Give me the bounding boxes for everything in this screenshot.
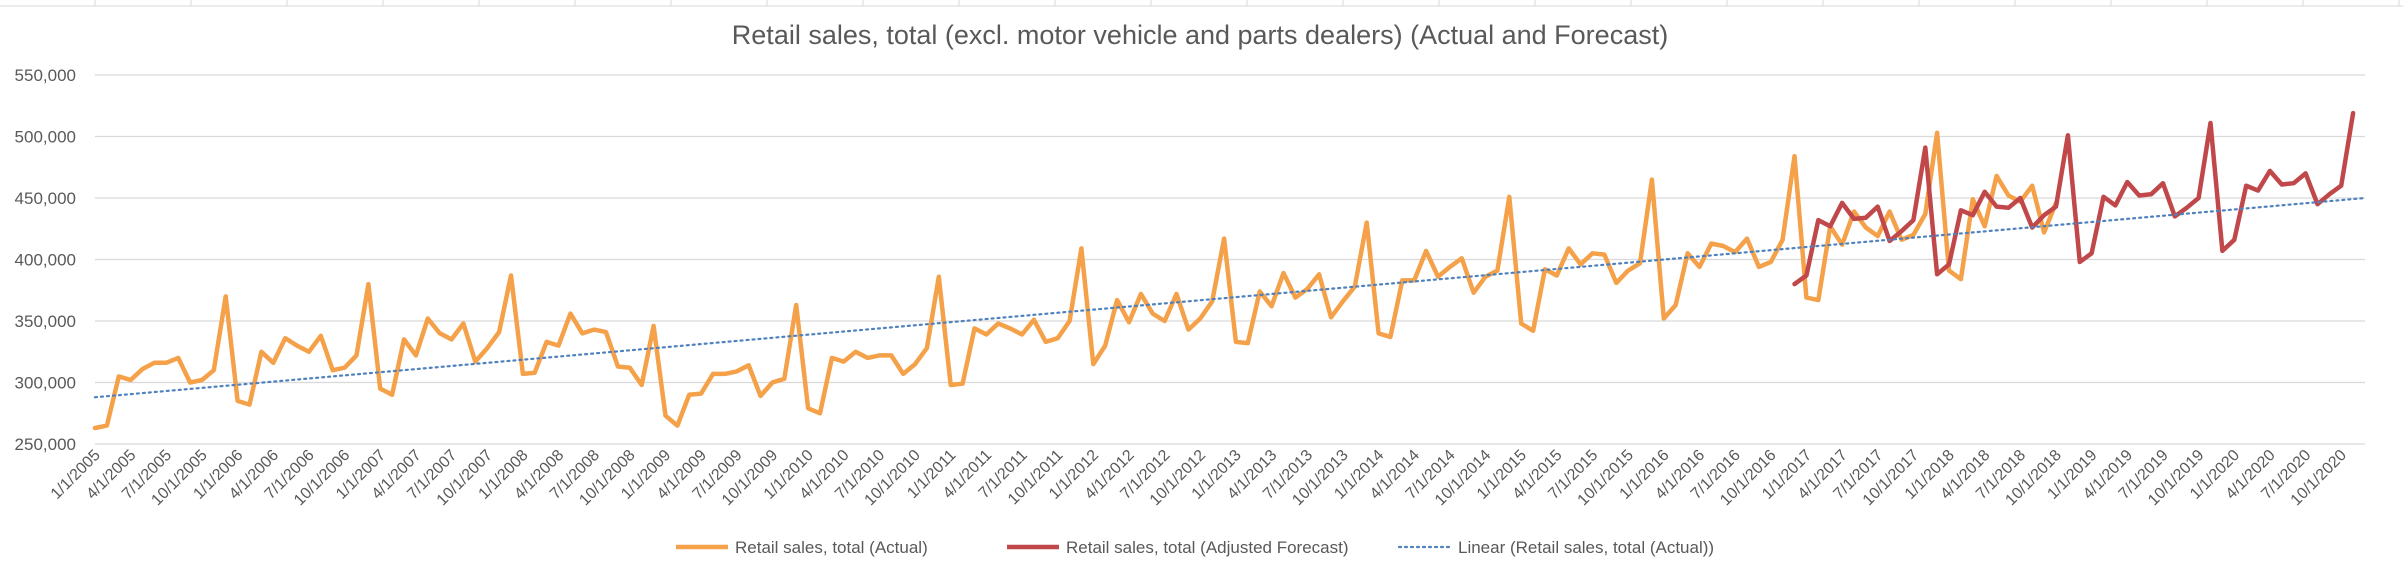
chart-title: Retail sales, total (excl. motor vehicle… [732,20,1668,50]
y-tick-label: 450,000 [15,189,76,208]
top-border [0,0,2403,7]
series-line-actual [92,130,2059,431]
y-tick-label: 350,000 [15,312,76,331]
legend-label: Retail sales, total (Adjusted Forecast) [1066,538,1349,557]
legend-label: Linear (Retail sales, total (Actual)) [1458,538,1714,557]
y-tick-label: 500,000 [15,128,76,147]
y-axis-ticks: 250,000 300,000 350,000 400,000 450,000 500,0… [15,66,76,454]
legend: Retail sales, total (Actual) Retail sales… [676,538,1714,557]
series-line-forecast [1792,110,2356,287]
y-tick-label: 550,000 [15,66,76,85]
series-trendline [93,196,2367,399]
gridlines [95,74,2365,445]
legend-label: Retail sales, total (Actual) [735,538,928,557]
series-layer [92,110,2367,431]
y-tick-label: 300,000 [15,374,76,393]
y-tick-label: 250,000 [15,435,76,454]
y-tick-label: 400,000 [15,251,76,270]
